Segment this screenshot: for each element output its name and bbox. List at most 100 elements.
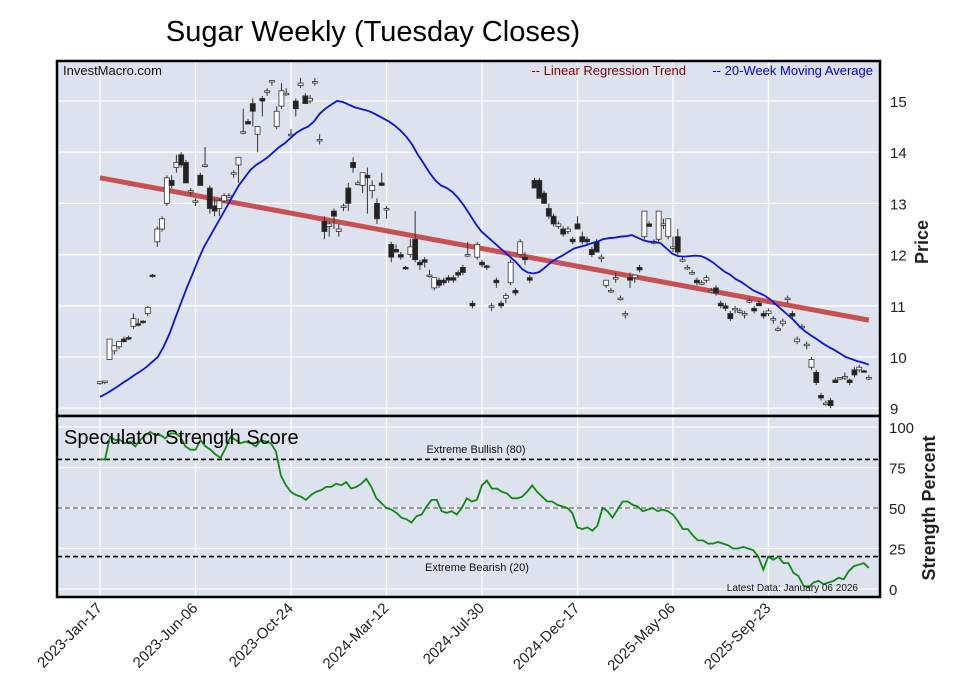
candle-body — [297, 82, 304, 87]
candle — [502, 293, 509, 304]
candle — [149, 274, 156, 278]
price-panel-background — [57, 61, 880, 416]
price-tick-label: 9 — [890, 401, 898, 418]
candle — [297, 77, 304, 89]
candle — [440, 277, 447, 286]
candle-body — [144, 306, 151, 314]
candle-body — [135, 323, 142, 326]
candle-body — [717, 302, 724, 307]
candle-body — [307, 98, 314, 102]
candle-body — [507, 261, 514, 284]
candle — [144, 305, 151, 317]
candle-body — [417, 261, 423, 266]
candle-body — [226, 195, 232, 198]
candle — [364, 167, 371, 214]
candle-body — [440, 279, 447, 284]
candle-body — [555, 223, 562, 227]
candle — [101, 380, 108, 385]
candle-body — [502, 295, 509, 299]
candle — [464, 241, 471, 258]
candle — [627, 272, 633, 288]
strength-panel-border — [55, 414, 882, 599]
candle-body — [789, 313, 796, 317]
strength-tick-label: 75 — [889, 461, 906, 478]
candle-body — [703, 277, 710, 281]
candle — [813, 369, 820, 386]
candle-body — [479, 261, 485, 266]
candle — [374, 198, 380, 224]
candle — [479, 259, 485, 268]
x-tick-label: 2025-Sep-23 — [701, 600, 774, 673]
candle — [235, 156, 242, 183]
candle — [541, 190, 547, 204]
candle — [803, 341, 810, 350]
candle — [598, 254, 605, 263]
candle — [760, 310, 767, 319]
candle-body — [211, 205, 218, 212]
candle-body — [612, 277, 619, 280]
candle — [450, 275, 457, 283]
candle-body — [345, 187, 352, 204]
candle-body — [101, 380, 108, 383]
candle — [779, 318, 786, 327]
candle-body — [259, 98, 266, 102]
candle-body — [842, 376, 848, 379]
candle — [316, 134, 323, 145]
candle-body — [335, 228, 342, 232]
candle-body — [340, 205, 347, 208]
candle — [278, 83, 285, 109]
price-panel: 9 10 11 12 13 14 15 InvestMacro.com -- Linear … — [55, 59, 932, 418]
candle — [665, 218, 672, 240]
candle-body — [130, 318, 137, 327]
candle-body — [173, 162, 180, 168]
candle-body — [388, 243, 395, 258]
candle — [689, 269, 695, 276]
price-tick-label: 10 — [890, 350, 907, 367]
candle-body — [746, 300, 753, 303]
candle — [775, 326, 781, 332]
candle — [622, 310, 629, 319]
candle-body — [374, 202, 380, 220]
price-axis-label: Price — [912, 220, 932, 264]
candle-body — [722, 305, 729, 309]
candle — [264, 88, 271, 96]
candle-body — [426, 274, 433, 277]
candle-body — [120, 338, 127, 343]
candle — [808, 357, 815, 370]
candle — [469, 300, 476, 309]
candle-body — [283, 92, 290, 96]
candle — [842, 372, 848, 381]
moving-average-line — [99, 100, 870, 398]
candle-body — [846, 379, 853, 384]
candle-body — [402, 266, 409, 270]
candle-body — [808, 359, 815, 368]
candle-body — [770, 318, 777, 321]
candle-body — [679, 259, 686, 262]
candle — [794, 336, 801, 345]
candle — [202, 147, 208, 168]
candle-body — [598, 256, 605, 260]
candle-body — [760, 313, 767, 317]
candle-body — [264, 90, 271, 93]
candle — [125, 335, 132, 341]
candle — [846, 378, 853, 386]
candle — [412, 211, 419, 263]
candle — [861, 369, 867, 373]
candle-body — [617, 297, 624, 301]
candle-body — [536, 179, 543, 199]
candle-body — [522, 256, 528, 261]
candle-body — [674, 236, 681, 253]
candle-body — [660, 223, 667, 226]
candle-body — [560, 228, 567, 235]
candle — [378, 172, 385, 186]
candle-body — [856, 366, 863, 371]
candle — [636, 264, 643, 273]
candle — [254, 126, 261, 153]
candle-body — [202, 164, 208, 167]
candle — [240, 108, 247, 135]
candle — [249, 98, 256, 127]
candle — [268, 80, 275, 86]
x-tick-label: 2023-Oct-24 — [226, 600, 297, 671]
candle — [765, 308, 772, 317]
candle — [498, 300, 505, 309]
